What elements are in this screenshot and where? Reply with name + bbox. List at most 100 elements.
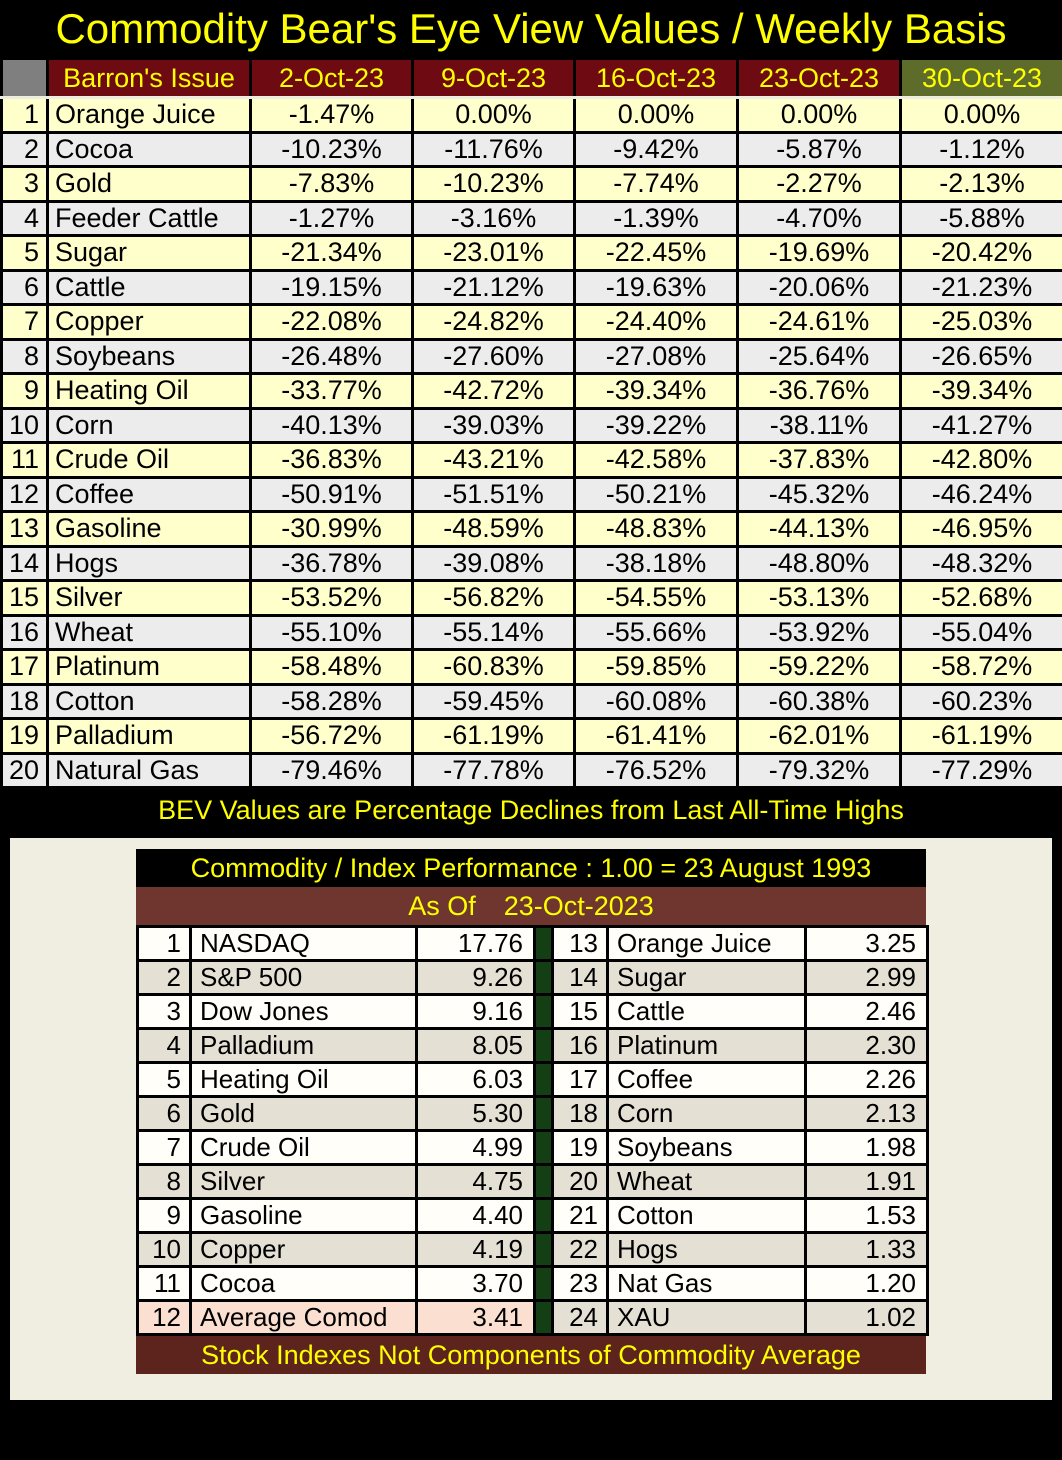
- table-row: 17 Platinum -58.48% -60.83% -59.85% -59.22% -5…: [0, 648, 1062, 686]
- bev-value: -45.32%: [736, 475, 902, 513]
- bev-value: -76.52%: [573, 751, 739, 789]
- performance-table-body: 1 NASDAQ 17.76 13 Orange Juice 3.25 2 S&P 500 9.…: [136, 925, 929, 1336]
- row-number: 9: [136, 1197, 192, 1234]
- bev-value: -56.72%: [249, 717, 414, 755]
- perf-row: 6 Gold 5.30 18 Corn 2.13: [136, 1095, 929, 1132]
- bev-value: -50.91%: [249, 475, 414, 513]
- row-number: 21: [551, 1197, 609, 1234]
- performance-table-block: Commodity / Index Performance : 1.00 = 2…: [136, 849, 929, 1374]
- column-header-date-4: 23-Oct-23: [736, 57, 902, 99]
- row-number: 5: [136, 1061, 192, 1098]
- instrument-name: Coffee: [606, 1061, 807, 1098]
- row-number: 7: [0, 303, 49, 341]
- bev-value: -19.63%: [573, 268, 739, 306]
- performance-value: 4.19: [415, 1231, 536, 1268]
- bev-table-body: 1 Orange Juice -1.47% 0.00% 0.00% 0.00% 0.00% 2…: [0, 96, 1062, 789]
- column-header-date-2: 9-Oct-23: [411, 57, 576, 99]
- performance-value: 2.30: [804, 1027, 929, 1064]
- performance-value: 1.98: [804, 1129, 929, 1166]
- bev-value: -22.45%: [573, 234, 739, 272]
- performance-value: 4.40: [415, 1197, 536, 1234]
- perf-row: 5 Heating Oil 6.03 17 Coffee 2.26: [136, 1061, 929, 1098]
- row-number: 18: [0, 682, 49, 720]
- bev-value: -79.32%: [736, 751, 902, 789]
- performance-value: 1.20: [804, 1265, 929, 1302]
- row-number: 12: [136, 1299, 192, 1336]
- instrument-name: NASDAQ: [189, 925, 418, 962]
- table-row: 4 Feeder Cattle -1.27% -3.16% -1.39% -4.70% -5…: [0, 199, 1062, 237]
- bev-value: -10.23%: [411, 165, 576, 203]
- bev-value: -39.34%: [899, 372, 1062, 410]
- commodity-name: Silver: [46, 579, 252, 617]
- divider-cell: [533, 1095, 554, 1132]
- perf-row: 10 Copper 4.19 22 Hogs 1.33: [136, 1231, 929, 1268]
- bev-value: -56.82%: [411, 579, 576, 617]
- instrument-name: Heating Oil: [189, 1061, 418, 1098]
- table-row: 11 Crude Oil -36.83% -43.21% -42.58% -37.83% -…: [0, 441, 1062, 479]
- performance-value: 1.02: [804, 1299, 929, 1336]
- row-number: 10: [136, 1231, 192, 1268]
- bev-value: -11.76%: [411, 130, 576, 168]
- instrument-name: Cattle: [606, 993, 807, 1030]
- divider-cell: [533, 1061, 554, 1098]
- bev-value: -55.66%: [573, 613, 739, 651]
- perf-row: 7 Crude Oil 4.99 19 Soybeans 1.98: [136, 1129, 929, 1166]
- bev-value: -10.23%: [249, 130, 414, 168]
- row-number: 1: [0, 96, 49, 134]
- commodity-name: Cocoa: [46, 130, 252, 168]
- performance-value: 9.16: [415, 993, 536, 1030]
- bev-value: -60.08%: [573, 682, 739, 720]
- perf-row: 1 NASDAQ 17.76 13 Orange Juice 3.25: [136, 925, 929, 962]
- bev-value: -27.08%: [573, 337, 739, 375]
- row-number: 10: [0, 406, 49, 444]
- commodity-name: Heating Oil: [46, 372, 252, 410]
- bev-value: -79.46%: [249, 751, 414, 789]
- bev-value: -59.85%: [573, 648, 739, 686]
- table-row: 13 Gasoline -30.99% -48.59% -48.83% -44.13% -4…: [0, 510, 1062, 548]
- row-number: 4: [136, 1027, 192, 1064]
- table-row: 6 Cattle -19.15% -21.12% -19.63% -20.06% -21.2…: [0, 268, 1062, 306]
- instrument-name: Soybeans: [606, 1129, 807, 1166]
- instrument-name: Dow Jones: [189, 993, 418, 1030]
- row-number: 14: [551, 959, 609, 996]
- divider-cell: [533, 1163, 554, 1200]
- bev-value: -2.27%: [736, 165, 902, 203]
- bev-value: -40.13%: [249, 406, 414, 444]
- bev-value: -36.78%: [249, 544, 414, 582]
- performance-value: 17.76: [415, 925, 536, 962]
- bev-value: 0.00%: [899, 96, 1062, 134]
- bev-value: -51.51%: [411, 475, 576, 513]
- bev-value: -20.42%: [899, 234, 1062, 272]
- bev-value: -26.65%: [899, 337, 1062, 375]
- bev-value: -36.83%: [249, 441, 414, 479]
- table-row: 10 Corn -40.13% -39.03% -39.22% -38.11% -41.27…: [0, 406, 1062, 444]
- bev-value: -19.69%: [736, 234, 902, 272]
- bev-value: -24.82%: [411, 303, 576, 341]
- bev-value: -61.19%: [899, 717, 1062, 755]
- performance-footer: Stock Indexes Not Components of Commodit…: [136, 1336, 926, 1374]
- perf-row: 12 Average Comod 3.41 24 XAU 1.02: [136, 1299, 929, 1336]
- bev-value: -42.80%: [899, 441, 1062, 479]
- bev-value: -39.34%: [573, 372, 739, 410]
- bev-value: -77.78%: [411, 751, 576, 789]
- bev-value: -43.21%: [411, 441, 576, 479]
- performance-value: 4.99: [415, 1129, 536, 1166]
- row-number: 17: [551, 1061, 609, 1098]
- instrument-name: Corn: [606, 1095, 807, 1132]
- bev-value: -38.11%: [736, 406, 902, 444]
- instrument-name: Sugar: [606, 959, 807, 996]
- bev-value: -46.95%: [899, 510, 1062, 548]
- divider-cell: [533, 1299, 554, 1336]
- instrument-name: Gasoline: [189, 1197, 418, 1234]
- row-number: 15: [0, 579, 49, 617]
- row-number: 20: [0, 751, 49, 789]
- row-number: 16: [551, 1027, 609, 1064]
- bev-value: -53.13%: [736, 579, 902, 617]
- bev-value: -48.80%: [736, 544, 902, 582]
- bev-value: -42.58%: [573, 441, 739, 479]
- commodity-name: Gold: [46, 165, 252, 203]
- performance-table: 1 NASDAQ 17.76 13 Orange Juice 3.25 2 S&P 500 9.…: [136, 925, 929, 1336]
- bev-value: -44.13%: [736, 510, 902, 548]
- performance-value: 1.53: [804, 1197, 929, 1234]
- bev-value: -38.18%: [573, 544, 739, 582]
